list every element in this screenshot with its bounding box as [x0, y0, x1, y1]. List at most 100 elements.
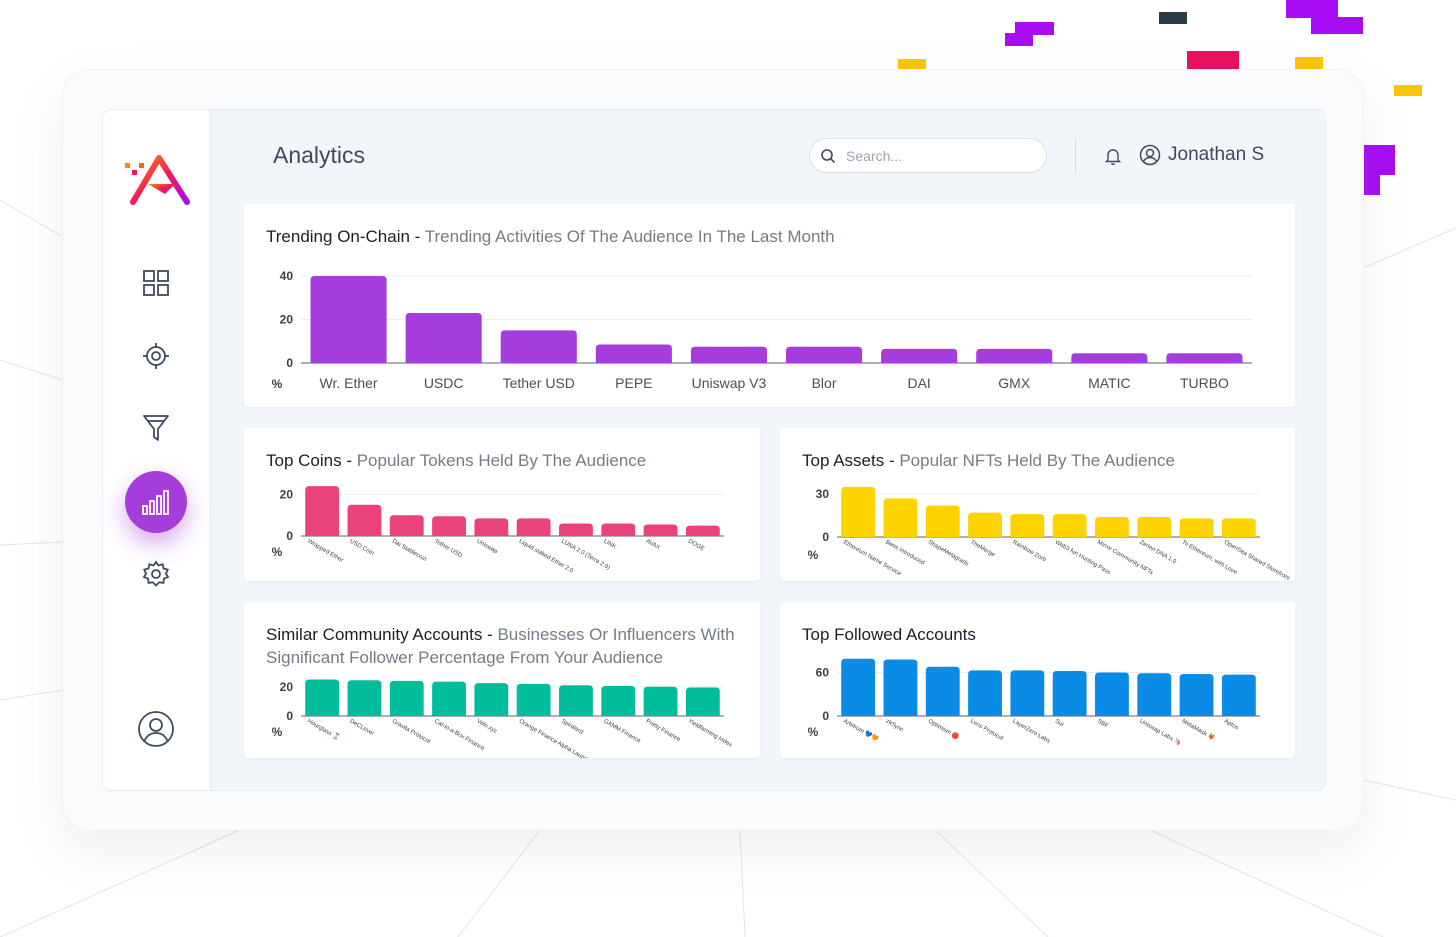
nav-item-funnel[interactable] [125, 397, 187, 459]
bar[interactable] [1137, 516, 1172, 537]
nav-item-analytics[interactable] [125, 471, 187, 533]
main-content: Analytics Jonathan S Trending On-Chain -… [211, 110, 1325, 790]
bar[interactable] [595, 344, 672, 363]
bar[interactable] [690, 346, 767, 363]
brand-logo-icon[interactable] [123, 152, 191, 208]
nav-item-settings[interactable] [125, 543, 187, 605]
bar[interactable] [389, 680, 424, 716]
bar[interactable] [883, 498, 918, 537]
bar[interactable] [1137, 673, 1172, 716]
bar[interactable] [1179, 673, 1214, 716]
bar[interactable] [389, 515, 424, 536]
bar[interactable] [685, 687, 720, 717]
y-tick-label: 60 [816, 666, 830, 680]
x-tick-label: Orange Finance Alpha Launch 🍊 [518, 717, 601, 758]
bar[interactable] [474, 518, 509, 536]
bar[interactable] [685, 525, 720, 536]
bar[interactable] [405, 312, 482, 363]
nav-item-targeting[interactable] [125, 325, 187, 387]
bar[interactable] [516, 683, 551, 716]
y-tick-label: 20 [280, 680, 294, 694]
card-subtitle: Trending Activities Of The Audience In T… [424, 227, 835, 246]
bar[interactable] [883, 659, 918, 716]
x-tick-label: LayerZero Labs [1011, 719, 1050, 745]
bar[interactable] [601, 523, 636, 536]
x-tick-label: USDC [424, 375, 464, 391]
chart-top-followed: 0 60% Arbitrum 💙🧡 zkSync Optimism 🔴 Lens Prot… [808, 658, 1260, 747]
bar[interactable] [925, 505, 960, 537]
bar[interactable] [841, 658, 876, 716]
bar[interactable] [310, 276, 387, 363]
nav-item-dashboard[interactable] [125, 252, 187, 314]
user-circle-icon [138, 711, 174, 747]
card-subtitle: Popular Tokens Held By The Audience [356, 451, 647, 470]
bar[interactable] [1052, 671, 1087, 716]
bar[interactable] [1010, 514, 1045, 537]
unit-label: % [272, 545, 283, 559]
bar[interactable] [881, 348, 958, 363]
sidebar [103, 110, 211, 790]
card-title: Top Followed Accounts [802, 623, 976, 646]
bar[interactable] [968, 670, 1002, 716]
bar[interactable] [786, 346, 863, 363]
bar[interactable] [347, 680, 382, 716]
chart-similar-community: 020% Hourglass ⌛ DeCLever Gravita Protocol C… [272, 679, 733, 758]
bar[interactable] [432, 516, 466, 536]
bar[interactable] [968, 512, 1002, 537]
bar[interactable] [305, 486, 340, 536]
x-tick-label: AVAX [645, 539, 661, 552]
page-title: Analytics [273, 142, 366, 168]
funnel-icon [143, 415, 169, 441]
card-top-followed: Top Followed Accounts 0 60% Arbitrum 💙🧡 zkS… [780, 602, 1295, 758]
bar[interactable] [559, 685, 593, 716]
bar[interactable] [1221, 674, 1256, 716]
bar[interactable] [1052, 514, 1087, 537]
bar[interactable] [925, 666, 960, 716]
bar[interactable] [976, 348, 1053, 363]
bar[interactable] [1179, 518, 1214, 537]
x-tick-label: Aptos [1223, 719, 1239, 732]
bar[interactable] [643, 686, 678, 716]
x-tick-label: MetaMask 🦊 [1181, 717, 1217, 743]
user-name: Jonathan S [1168, 144, 1265, 165]
x-tick-label: USD Coin [349, 539, 375, 558]
x-tick-label: Pretty Finance [645, 719, 682, 744]
bar[interactable] [1095, 516, 1129, 537]
nav-item-profile[interactable] [125, 698, 187, 760]
y-tick-label: 0 [286, 529, 293, 543]
bar[interactable] [1095, 672, 1129, 717]
bar[interactable] [347, 504, 382, 536]
header-divider [1075, 138, 1076, 174]
bar[interactable] [559, 523, 593, 536]
bar[interactable] [474, 683, 509, 716]
x-tick-label: Rainbow Zorb [1011, 540, 1047, 564]
search-input[interactable] [846, 147, 1026, 164]
unit-label: % [272, 377, 283, 391]
bar[interactable] [1010, 670, 1045, 716]
search-box[interactable] [809, 138, 1047, 173]
bar[interactable] [432, 681, 466, 716]
bar[interactable] [601, 686, 636, 716]
analytics-app: Analytics Jonathan S Trending On-Chain -… [103, 110, 1325, 790]
bell-icon[interactable] [1103, 146, 1123, 166]
bar[interactable] [841, 486, 876, 537]
card-title: Top Coins - Popular Tokens Held By The A… [266, 451, 647, 470]
bar[interactable] [643, 524, 678, 536]
bar[interactable] [500, 330, 577, 363]
x-tick-label: Spiralard [560, 719, 584, 736]
x-tick-label: TheMerge [969, 540, 996, 559]
x-tick-label: GAMM Finance [602, 719, 642, 745]
y-tick-label: 0 [286, 709, 293, 723]
x-tick-label: Bees Introduced [885, 540, 926, 567]
bar[interactable] [1166, 353, 1243, 363]
bar[interactable] [305, 679, 340, 716]
x-tick-label: Velo.xyz [475, 719, 497, 735]
bar[interactable] [1071, 353, 1148, 363]
card-title-main: Top Followed Accounts [802, 625, 976, 644]
bar[interactable] [516, 518, 551, 536]
x-tick-label: Blor [812, 375, 837, 391]
bar[interactable] [1221, 518, 1256, 537]
user-menu[interactable]: Jonathan S [1139, 144, 1264, 166]
card-title-main: Top Coins [266, 451, 342, 470]
